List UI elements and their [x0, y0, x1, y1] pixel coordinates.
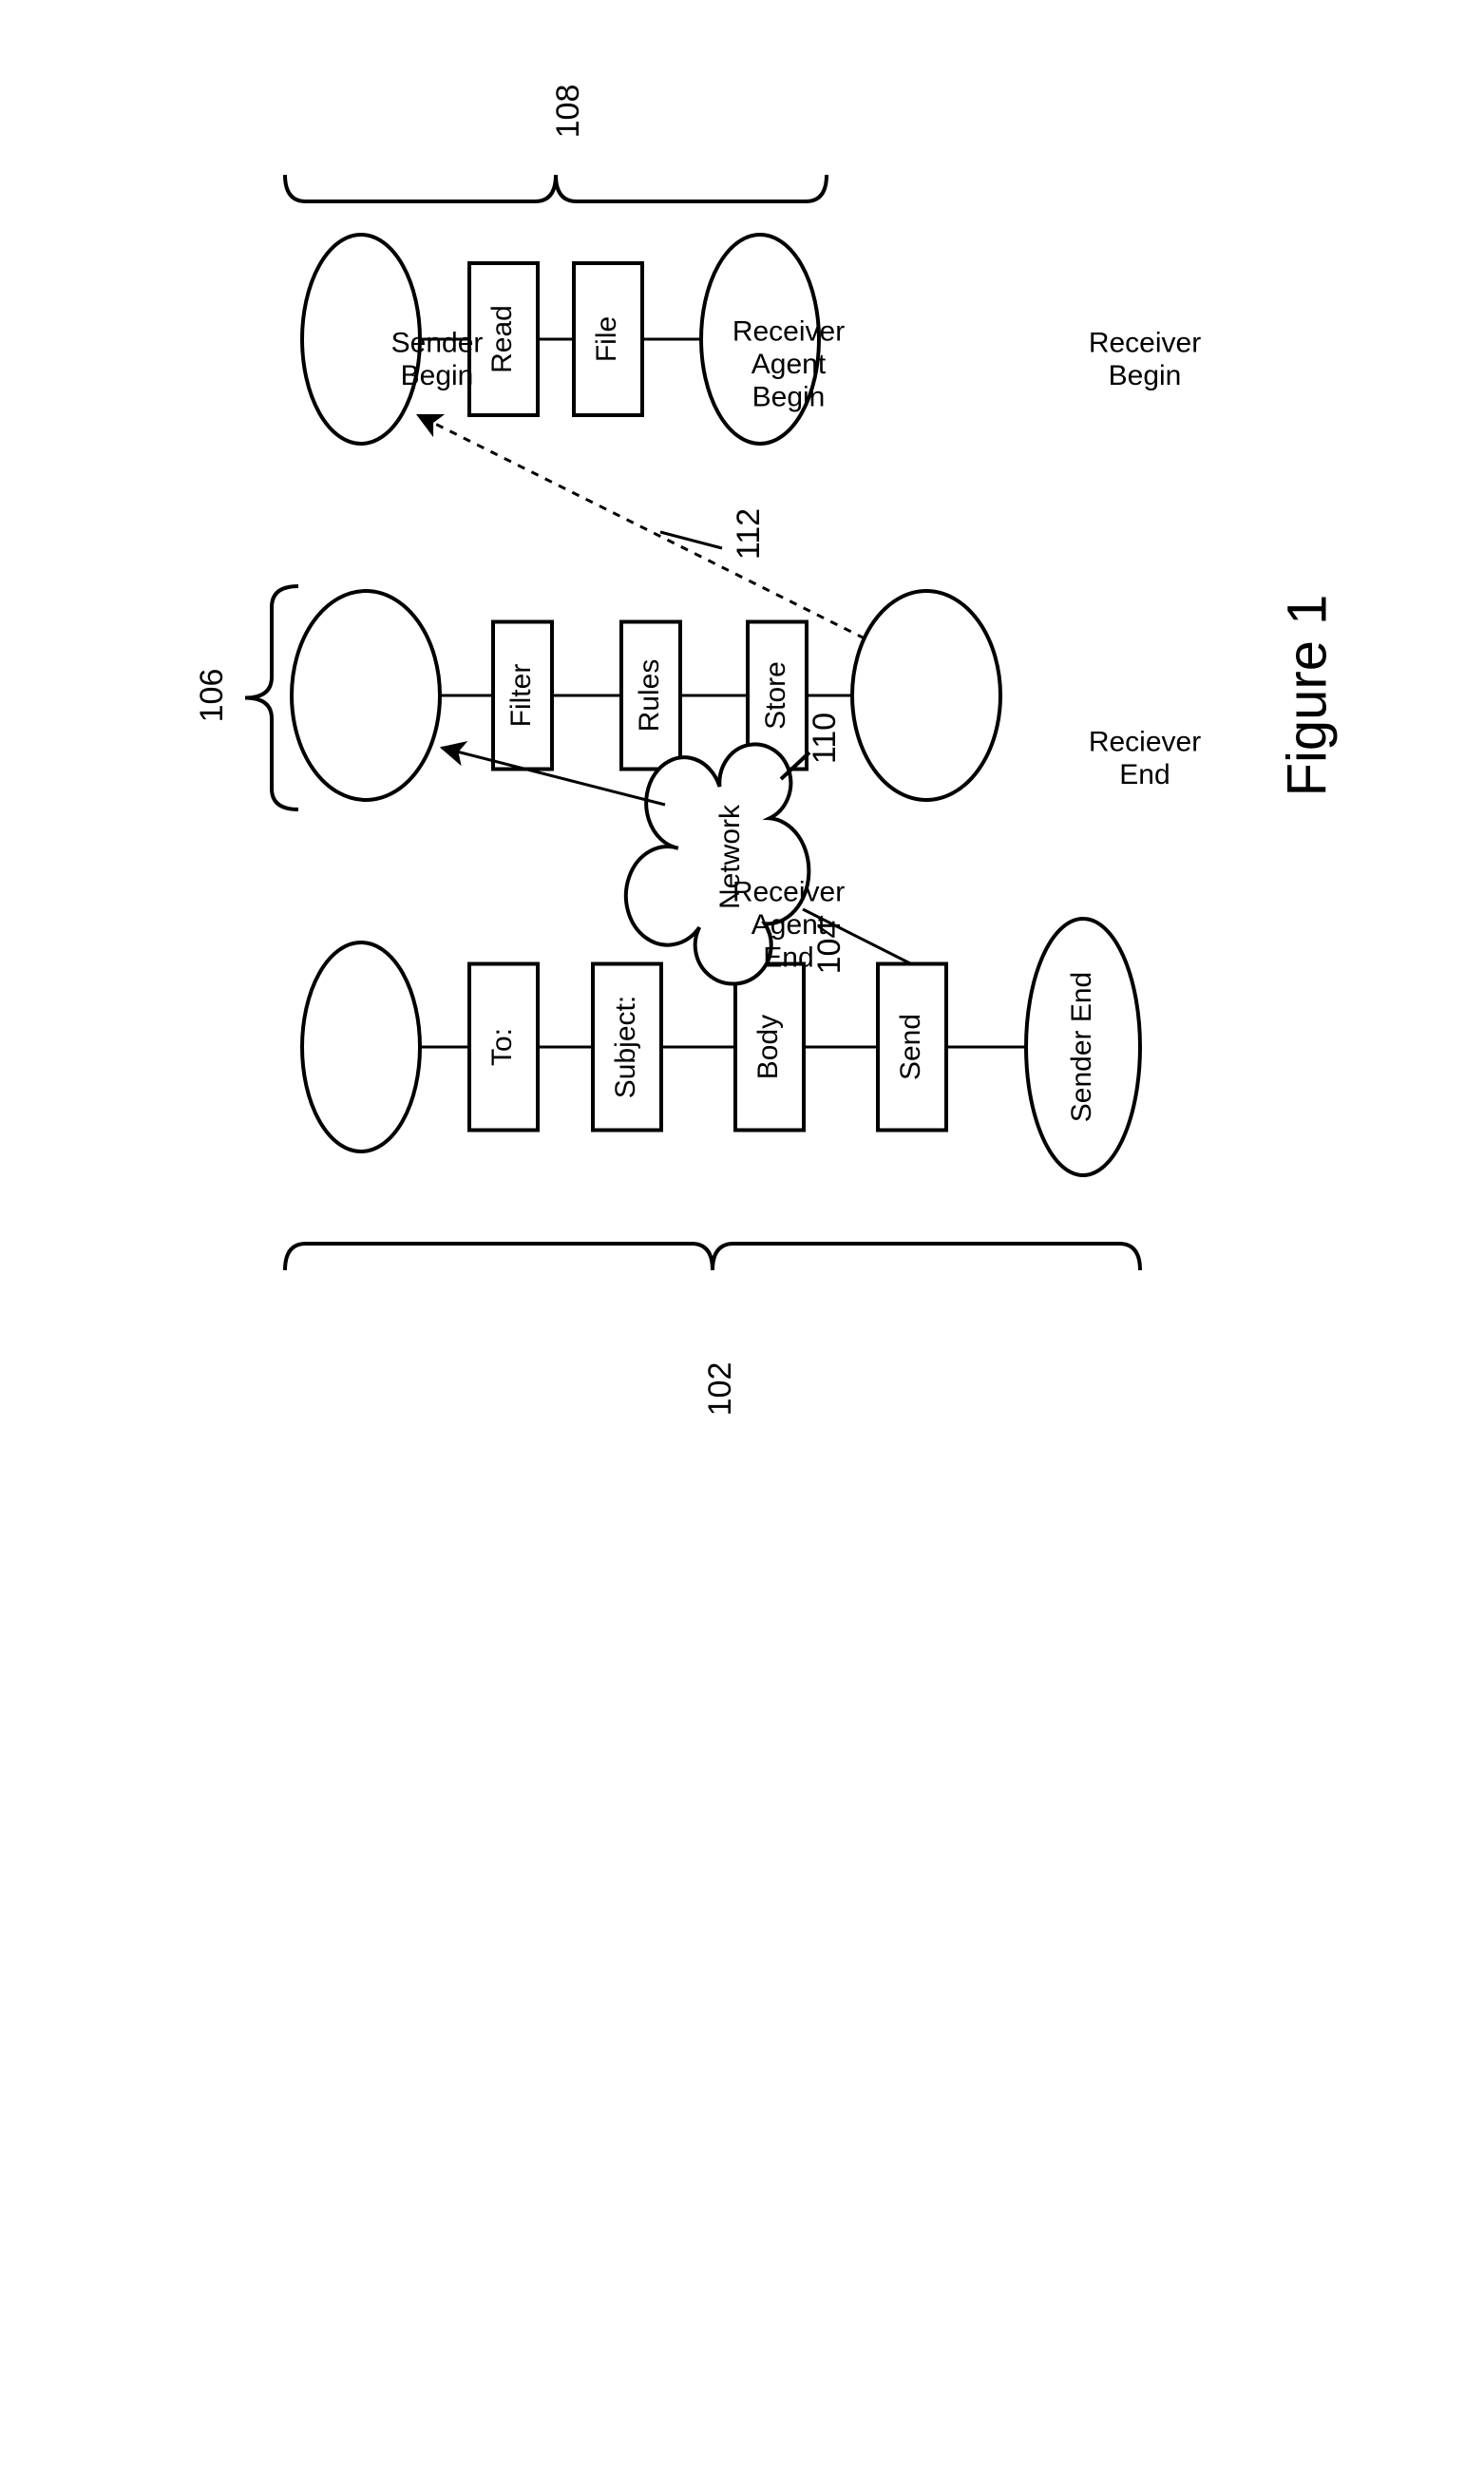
- svg-text:To:: To:: [486, 1028, 518, 1066]
- svg-text:102: 102: [702, 1362, 738, 1417]
- svg-text:Filter: Filter: [505, 664, 537, 728]
- svg-text:Store: Store: [760, 661, 791, 730]
- svg-text:Send: Send: [895, 1014, 926, 1080]
- svg-text:106: 106: [194, 669, 230, 723]
- svg-text:110: 110: [807, 713, 843, 764]
- svg-text:Subject:: Subject:: [610, 996, 641, 1098]
- svg-text:Agent: Agent: [752, 909, 827, 941]
- svg-text:Begin: Begin: [752, 381, 826, 412]
- svg-text:End: End: [763, 942, 813, 973]
- svg-text:Begin: Begin: [1109, 360, 1182, 391]
- svg-text:Sender: Sender: [391, 328, 484, 359]
- svg-text:File: File: [591, 316, 622, 362]
- svg-text:Receiver: Receiver: [732, 876, 845, 907]
- svg-text:Agent: Agent: [752, 349, 827, 380]
- svg-text:Receiver: Receiver: [1089, 328, 1201, 359]
- svg-text:Body: Body: [752, 1015, 784, 1079]
- svg-text:Receiver: Receiver: [732, 315, 845, 347]
- svg-text:Figure 1: Figure 1: [1276, 595, 1338, 797]
- svg-text:Sender End: Sender End: [1066, 972, 1097, 1122]
- svg-text:Rules: Rules: [634, 659, 665, 733]
- svg-text:112: 112: [731, 508, 767, 560]
- svg-text:Read: Read: [486, 305, 518, 373]
- svg-text:Reciever: Reciever: [1089, 727, 1201, 758]
- svg-text:End: End: [1119, 759, 1170, 790]
- svg-text:108: 108: [550, 85, 586, 139]
- svg-text:Begin: Begin: [401, 360, 474, 391]
